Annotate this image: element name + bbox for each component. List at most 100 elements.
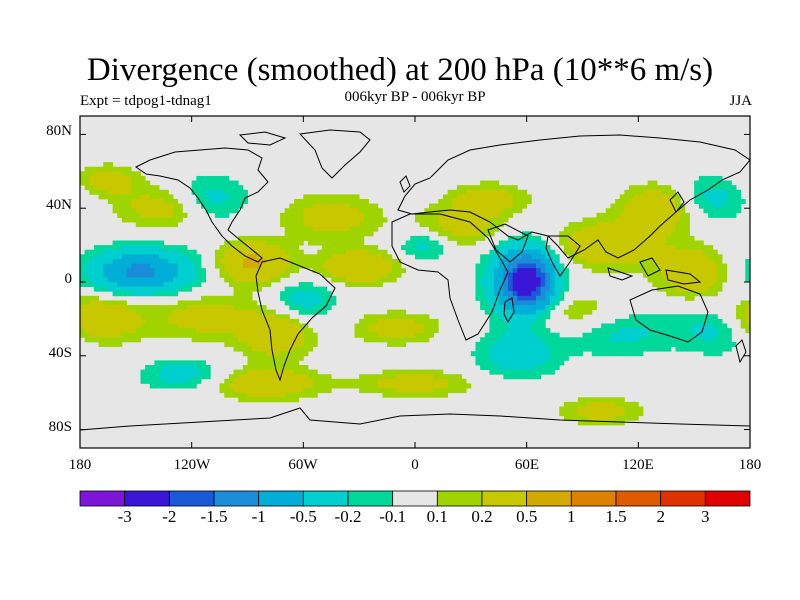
- field-cell: [396, 314, 402, 320]
- field-cell: [573, 351, 579, 357]
- field-cell: [117, 328, 123, 334]
- field-cell: [475, 282, 481, 288]
- field-cell: [321, 291, 327, 297]
- field-cell: [438, 226, 444, 232]
- field-cell: [489, 222, 495, 228]
- field-cell: [489, 226, 495, 232]
- field-cell: [712, 263, 718, 269]
- field-cell: [638, 231, 644, 237]
- field-cell: [117, 272, 123, 278]
- field-cell: [247, 235, 253, 241]
- field-cell: [321, 199, 327, 205]
- field-cell: [484, 258, 490, 264]
- field-cell: [121, 203, 127, 209]
- field-cell: [177, 258, 183, 264]
- field-cell: [461, 212, 467, 218]
- field-cell: [126, 194, 132, 200]
- field-cell: [670, 277, 676, 283]
- field-cell: [638, 263, 644, 269]
- field-cell: [131, 305, 137, 311]
- field-cell: [228, 305, 234, 311]
- field-cell: [433, 318, 439, 324]
- field-cell: [289, 305, 295, 311]
- field-cell: [387, 272, 393, 278]
- field-cell: [242, 337, 248, 343]
- field-cell: [289, 222, 295, 228]
- field-cell: [80, 272, 86, 278]
- field-cell: [131, 323, 137, 329]
- field-cell: [89, 277, 95, 283]
- field-cell: [601, 263, 607, 269]
- field-cell: [633, 235, 639, 241]
- field-cell: [498, 199, 504, 205]
- field-cell: [498, 341, 504, 347]
- field-cell: [289, 231, 295, 237]
- field-cell: [242, 328, 248, 334]
- field-cell: [461, 185, 467, 191]
- field-cell: [359, 240, 365, 246]
- field-cell: [396, 369, 402, 375]
- field-cell: [261, 328, 267, 334]
- field-cell: [191, 309, 197, 315]
- field-cell: [656, 222, 662, 228]
- field-cell: [629, 337, 635, 343]
- field-cell: [391, 318, 397, 324]
- field-cell: [615, 240, 621, 246]
- field-cell: [591, 415, 597, 421]
- field-cell: [587, 406, 593, 412]
- field-cell: [549, 254, 555, 260]
- field-cell: [219, 268, 225, 274]
- field-cell: [280, 383, 286, 389]
- field-cell: [549, 263, 555, 269]
- field-cell: [661, 332, 667, 338]
- field-cell: [112, 254, 118, 260]
- field-cell: [93, 272, 100, 278]
- field-cell: [526, 277, 532, 283]
- field-cell: [680, 332, 686, 338]
- field-cell: [154, 314, 160, 320]
- field-cell: [187, 268, 193, 274]
- field-cell: [740, 309, 746, 315]
- field-cell: [522, 286, 528, 292]
- field-cell: [228, 249, 234, 255]
- field-cell: [289, 212, 295, 218]
- field-cell: [568, 314, 574, 320]
- field-cell: [419, 388, 425, 394]
- field-cell: [549, 332, 555, 338]
- field-cell: [610, 249, 616, 255]
- field-cell: [577, 351, 583, 357]
- field-cell: [647, 217, 653, 223]
- field-cell: [494, 189, 500, 195]
- field-cell: [694, 346, 700, 352]
- field-cell: [512, 295, 518, 301]
- field-cell: [591, 226, 597, 232]
- colorbar-label: -0.2: [334, 507, 362, 526]
- field-cell: [601, 397, 607, 403]
- field-cell: [745, 318, 751, 324]
- field-cell: [670, 258, 676, 264]
- field-cell: [275, 263, 281, 269]
- field-cell: [424, 240, 430, 246]
- field-cell: [545, 305, 551, 311]
- field-cell: [456, 199, 462, 205]
- field-cell: [531, 300, 537, 306]
- field-cell: [303, 222, 309, 228]
- field-cell: [596, 222, 602, 228]
- field-cell: [540, 282, 546, 288]
- field-cell: [298, 258, 304, 264]
- field-cell: [670, 208, 676, 214]
- field-cell: [684, 231, 690, 237]
- field-cell: [247, 337, 253, 343]
- field-cell: [214, 318, 220, 324]
- field-cell: [168, 328, 174, 334]
- field-cell: [331, 263, 337, 269]
- field-cell: [382, 388, 388, 394]
- field-cell: [694, 337, 700, 343]
- field-cell: [214, 203, 220, 209]
- field-cell: [173, 309, 179, 315]
- field-cell: [410, 314, 416, 320]
- field-cell: [80, 318, 86, 324]
- field-cell: [149, 258, 155, 264]
- field-cell: [89, 185, 95, 191]
- field-cell: [675, 272, 681, 278]
